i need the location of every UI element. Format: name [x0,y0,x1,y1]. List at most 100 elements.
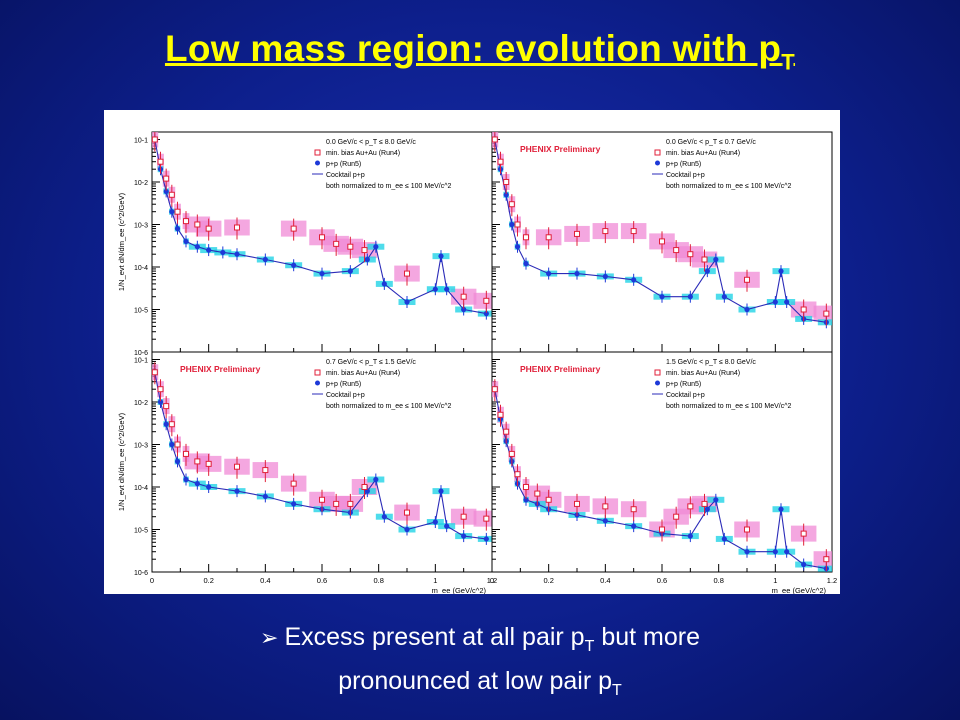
x-tick-label: 0.6 [657,576,667,585]
y-axis-label: 1/N_evt dN/dm_ee (c^2/GeV) [117,412,126,511]
y-tick-label: 10-4 [134,265,148,272]
pp-point [206,247,212,253]
legend-pp-marker [655,380,660,386]
legend-note: both normalized to m_ee ≤ 100 MeV/c^2 [666,183,792,190]
auau-point [183,218,189,225]
auau-point [602,503,609,510]
auau-point [491,136,498,143]
auau-point [347,243,354,250]
cocktail-line [154,372,487,540]
bullet-text: ➢ Excess present at all pair pT but more … [150,620,810,708]
pp-point [509,221,515,228]
x-tick-label: 1 [433,576,437,585]
x-tick-label: 0.8 [713,576,723,585]
auau-point [602,228,609,235]
auau-point [514,221,521,228]
pp-point [659,294,665,300]
auau-point [659,526,665,533]
auau-point [151,136,158,143]
pp-point [373,476,379,483]
legend-auau-label: min. bias Au+Au (Run4) [666,150,740,157]
auau-point [319,496,325,503]
legend-note: both normalized to m_ee ≤ 100 MeV/c^2 [326,183,452,190]
y-tick-label: 10-1 [134,137,148,144]
pp-point [704,506,710,512]
bullet-line1-b: but more [594,623,700,651]
panel-bottom-right: 1.5 GeV/c < p_T ≤ 8.0 GeV/c min. bias Au+… [491,351,833,573]
legend-pp-label: p+p (Run5) [666,381,701,388]
auau-point [508,450,515,457]
y-tick-label: 10-3 [134,222,148,229]
pp-point [778,268,784,274]
legend-cocktail-label: Cocktail p+p [326,172,365,179]
x-axis-label: m_ee (GeV/c^2) [432,586,487,594]
legend-auau-label: min. bias Au+Au (Run4) [326,370,400,377]
legend-auau-marker [654,149,661,156]
panel-top-left: 0.0 GeV/c < p_T ≤ 8.0 GeV/c min. bias Au+… [151,131,493,353]
legend-auau-label: min. bias Au+Au (Run4) [666,370,740,377]
auau-point [574,500,580,507]
auau-point [800,306,807,313]
x-tick-label: 0 [490,576,494,585]
pp-point [347,268,353,274]
pp-point [404,526,410,533]
x-tick-label: 0.2 [543,576,553,585]
pp-point [381,514,387,520]
legend-cocktail-label: Cocktail p+p [666,392,705,399]
pp-point [483,536,489,542]
y-tick-label: 10-5 [134,527,148,534]
legend-pp-label: p+p (Run5) [326,161,361,168]
pp-point [704,268,710,274]
auau-point [234,463,240,470]
pp-point [514,244,521,250]
auau-point [687,503,694,510]
auau-point [630,506,637,513]
pp-point [438,253,444,259]
auau-point [483,515,490,522]
auau-point [701,256,708,263]
slide-title: Low mass region: evolution with pT [0,28,960,75]
pt-range-label: 1.5 GeV/c < p_T ≤ 8.0 GeV/c [666,359,756,366]
pp-point [687,294,693,300]
pp-point [183,476,189,483]
auau-sys-box [813,551,832,568]
auau-point [194,221,201,228]
auau-point [823,556,830,563]
y-tick-label: 10-3 [134,442,148,449]
preliminary-label: PHENIX Preliminary [520,144,601,154]
legend-pp-label: p+p (Run5) [666,161,701,168]
pp-point [194,481,200,487]
pp-point [602,518,608,524]
auau-point [545,234,552,241]
legend-pp-marker [315,160,320,166]
pp-point [523,497,529,503]
auau-point [290,225,297,232]
pp-point [574,270,580,277]
legend-auau-marker [654,369,661,376]
pp-point [157,399,164,405]
y-tick-label: 10-2 [134,400,148,407]
auau-point [491,386,498,393]
pp-point [784,549,790,555]
pp-point [262,493,268,500]
pt-range-label: 0.7 GeV/c < p_T ≤ 1.5 GeV/c [326,359,416,366]
auau-point [157,386,164,393]
x-tick-label: 1.2 [827,576,837,585]
auau-point [523,234,529,241]
auau-point [234,224,240,231]
y-tick-label: 10-6 [134,350,148,357]
pp-point [163,421,169,427]
auau-point [460,293,467,300]
auau-point [514,471,521,478]
pp-point [713,256,719,263]
pt-range-label: 0.0 GeV/c < p_T ≤ 8.0 GeV/c [326,139,416,146]
legend-note: both normalized to m_ee ≤ 100 MeV/c^2 [326,403,452,410]
preliminary-label: PHENIX Preliminary [520,364,601,374]
auau-sys-box [473,292,492,309]
pp-point [169,209,175,215]
auau-point [687,251,694,258]
legend-pp-marker [655,160,660,166]
cocktail-line [494,389,827,570]
auau-point [503,178,510,185]
auau-point [508,201,515,208]
